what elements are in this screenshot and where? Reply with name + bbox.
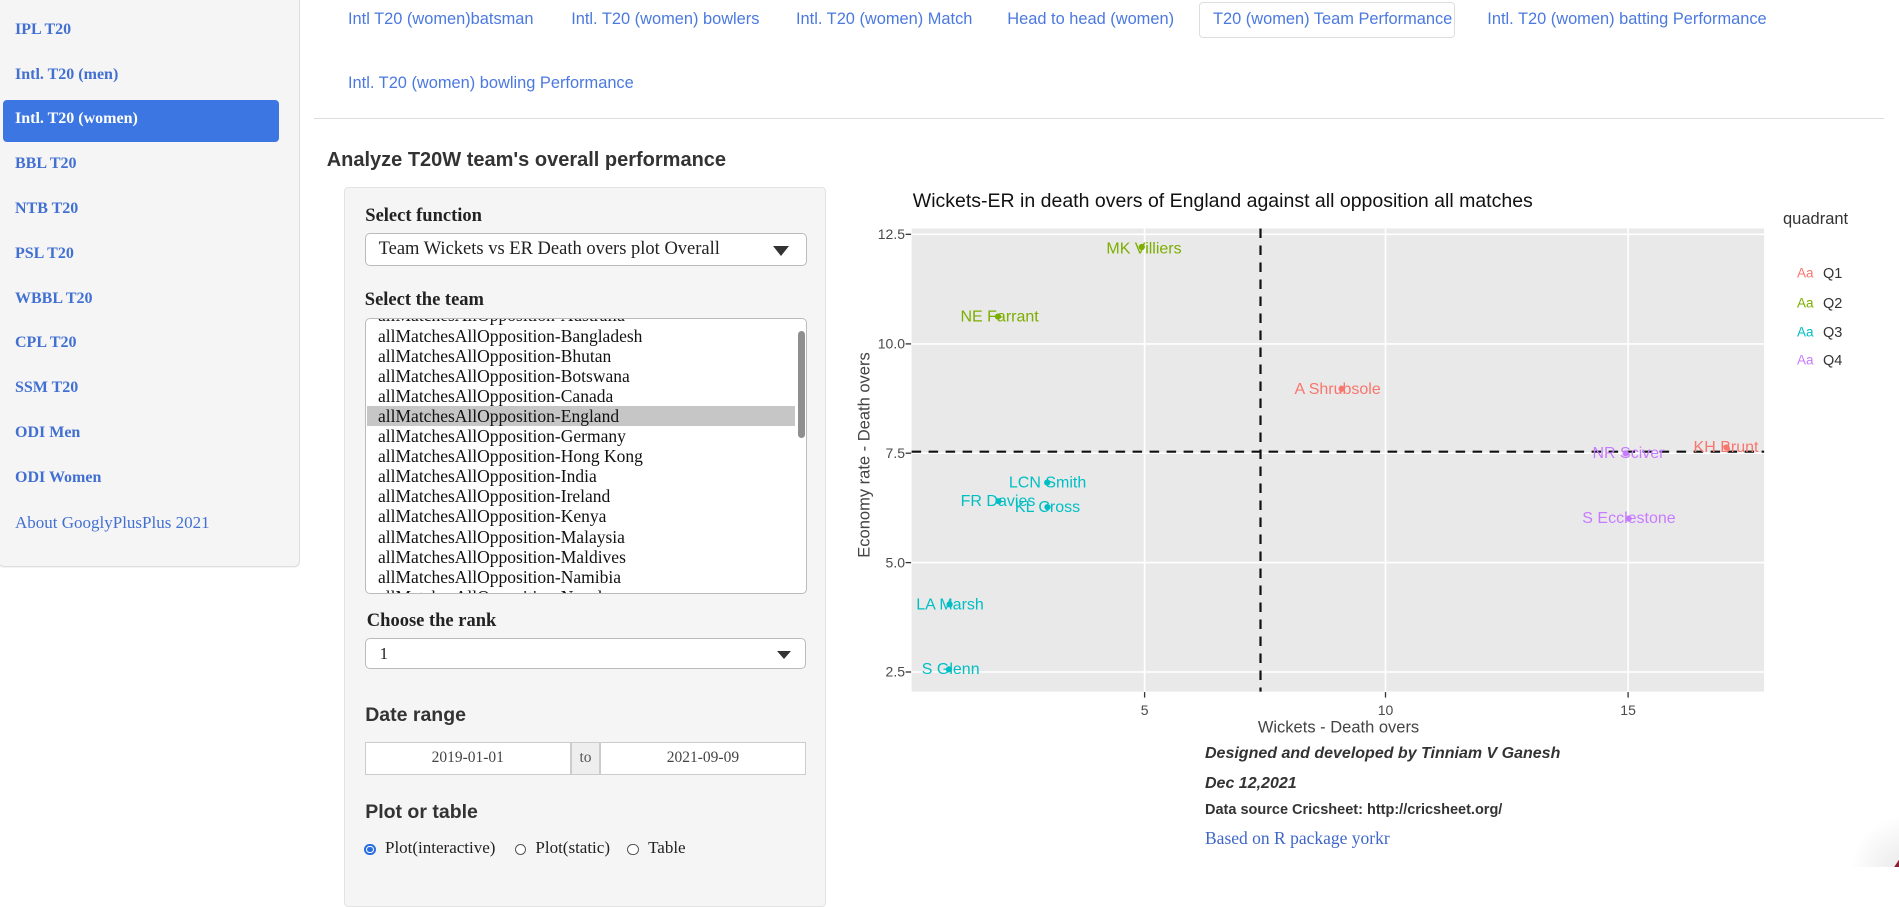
svg-text:10: 10 xyxy=(1378,702,1394,718)
svg-text:5.0: 5.0 xyxy=(886,554,906,570)
svg-text:NE Farrant: NE Farrant xyxy=(960,308,1039,325)
svg-text:2.5: 2.5 xyxy=(886,664,906,680)
svg-text:S Ecclestone: S Ecclestone xyxy=(1582,510,1675,527)
svg-text:KL Cross: KL Cross xyxy=(1015,499,1080,516)
svg-text:15: 15 xyxy=(1620,702,1636,718)
svg-text:FR Davies: FR Davies xyxy=(961,493,1036,510)
svg-text:KH Brunt: KH Brunt xyxy=(1694,439,1759,456)
svg-text:10.0: 10.0 xyxy=(878,336,905,352)
svg-text:Aa: Aa xyxy=(1797,324,1814,339)
svg-text:Aa: Aa xyxy=(1797,353,1814,368)
svg-text:NR Sciver: NR Sciver xyxy=(1592,445,1665,462)
svg-text:Q3: Q3 xyxy=(1823,325,1842,341)
svg-text:S Glenn: S Glenn xyxy=(922,661,980,678)
svg-text:Wickets-ER in death overs of E: Wickets-ER in death overs of England aga… xyxy=(913,190,1533,212)
svg-text:Wickets - Death overs: Wickets - Death overs xyxy=(1258,719,1419,737)
svg-text:LCN Smith: LCN Smith xyxy=(1009,475,1086,492)
svg-text:Aa: Aa xyxy=(1797,295,1814,310)
svg-text:A Shrubsole: A Shrubsole xyxy=(1294,381,1380,398)
svg-text:MK Villiers: MK Villiers xyxy=(1106,241,1181,258)
svg-text:Q2: Q2 xyxy=(1823,296,1842,312)
svg-text:12.5: 12.5 xyxy=(878,226,905,242)
svg-text:5: 5 xyxy=(1141,702,1149,718)
svg-text:7.5: 7.5 xyxy=(886,445,906,461)
svg-text:Q4: Q4 xyxy=(1823,353,1842,369)
svg-text:LA Marsh: LA Marsh xyxy=(916,596,984,613)
svg-text:Economy rate - Death overs: Economy rate - Death overs xyxy=(856,352,874,557)
svg-text:quadrant: quadrant xyxy=(1783,210,1849,228)
svg-text:Q1: Q1 xyxy=(1823,266,1842,282)
svg-text:Aa: Aa xyxy=(1797,266,1814,281)
